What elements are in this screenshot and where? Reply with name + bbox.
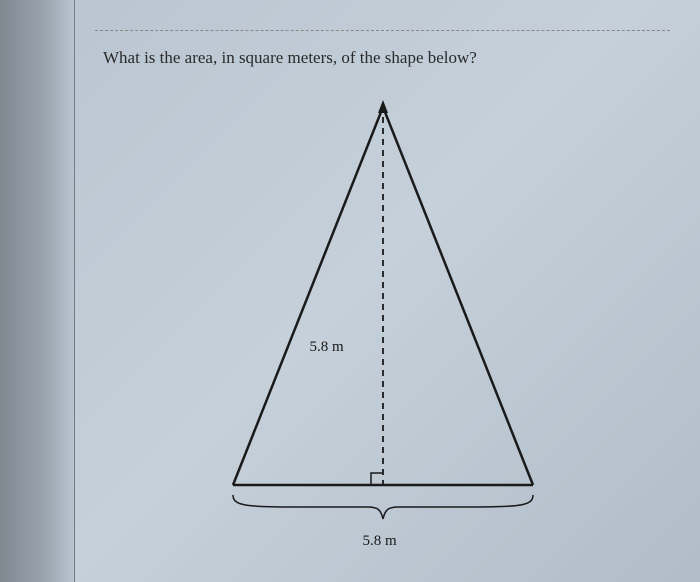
triangle-diagram: 5.8 m 5.8 m [193,95,573,555]
divider-line [95,30,670,31]
content-area: What is the area, in square meters, of t… [95,30,670,562]
base-label: 5.8 m [363,533,397,550]
triangle-right-side [383,107,533,485]
page-binding-edge [0,0,75,582]
triangle-svg [193,95,573,555]
base-brace-icon [233,495,533,519]
apex-arrow-icon [378,100,388,113]
right-angle-marker-icon [371,473,383,485]
height-label: 5.8 m [310,339,344,356]
triangle-left-side [233,107,383,485]
question-text: What is the area, in square meters, of t… [103,48,477,68]
